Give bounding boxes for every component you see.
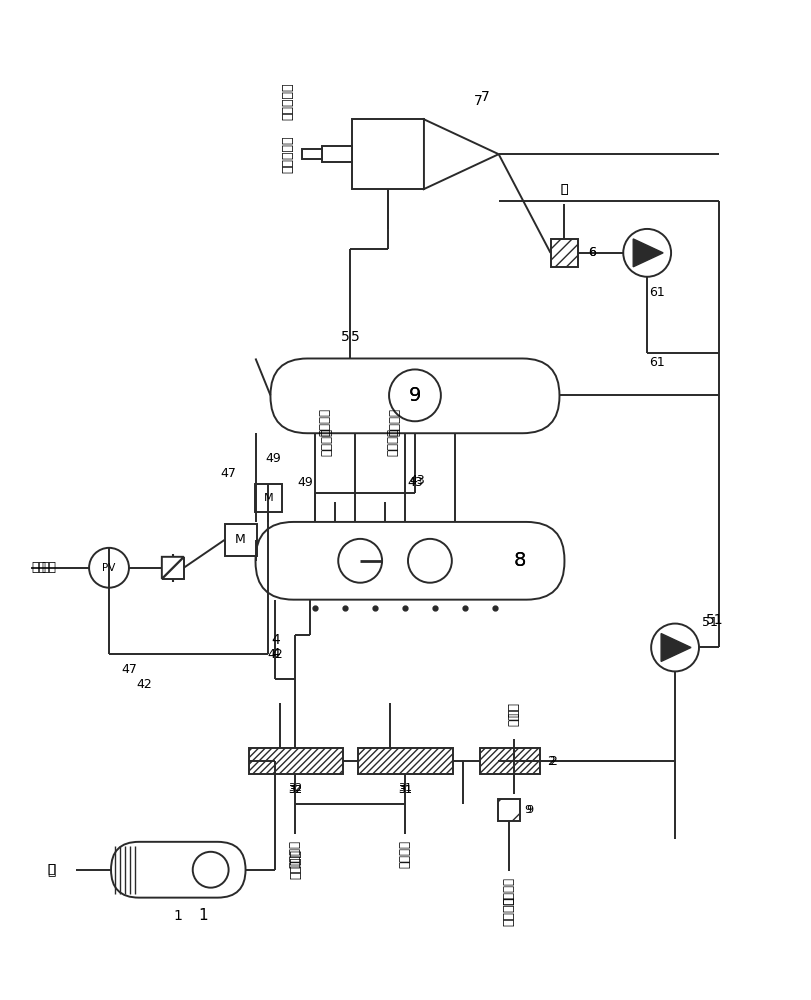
Text: 61: 61	[650, 286, 665, 299]
FancyBboxPatch shape	[270, 358, 560, 433]
Text: 5: 5	[341, 330, 350, 344]
Circle shape	[408, 539, 452, 583]
Text: 47: 47	[221, 467, 237, 480]
Text: 冷却上水: 冷却上水	[289, 849, 302, 879]
Text: 油相混合物: 油相混合物	[281, 135, 294, 173]
Text: 2: 2	[547, 755, 556, 768]
Text: 冷却上水: 冷却上水	[289, 840, 302, 868]
Text: 冷却回水: 冷却回水	[321, 428, 334, 456]
Circle shape	[89, 548, 129, 588]
Text: 32: 32	[289, 783, 303, 793]
Polygon shape	[162, 557, 184, 579]
Bar	[322, 146, 352, 162]
FancyBboxPatch shape	[111, 842, 246, 898]
Circle shape	[651, 624, 699, 671]
Text: 氢气: 氢气	[507, 712, 520, 726]
Polygon shape	[633, 239, 663, 267]
Text: PV: PV	[102, 563, 116, 573]
Bar	[255, 484, 282, 512]
Text: 51: 51	[706, 613, 723, 627]
Text: 8: 8	[513, 551, 526, 570]
Text: M: M	[235, 533, 246, 546]
Text: 氢气: 氢气	[507, 702, 520, 717]
Bar	[498, 799, 520, 821]
Text: 苯: 苯	[48, 863, 55, 876]
Text: M: M	[264, 493, 273, 503]
FancyBboxPatch shape	[255, 522, 564, 600]
Text: 1: 1	[198, 908, 208, 923]
Circle shape	[389, 369, 441, 421]
Text: 9: 9	[409, 386, 421, 405]
Text: 油相混合物: 油相混合物	[281, 83, 294, 120]
Text: 尾气: 尾气	[32, 561, 46, 574]
Text: 冷却回水: 冷却回水	[398, 840, 411, 868]
Bar	[480, 748, 539, 774]
Polygon shape	[424, 119, 499, 189]
Text: 苯: 苯	[47, 863, 55, 877]
Text: 7: 7	[482, 90, 490, 104]
Text: 5: 5	[351, 330, 359, 344]
Text: 冷却回水: 冷却回水	[319, 408, 332, 436]
Text: 6: 6	[589, 246, 596, 259]
Polygon shape	[661, 634, 691, 661]
Text: 4: 4	[271, 647, 280, 661]
Text: 43: 43	[407, 476, 423, 489]
Text: 43: 43	[409, 474, 425, 487]
Text: 尾气: 尾气	[41, 561, 57, 574]
Text: 32: 32	[289, 785, 303, 795]
Bar	[551, 239, 578, 267]
Bar	[352, 119, 424, 189]
Bar	[248, 748, 343, 774]
Text: 7: 7	[474, 94, 483, 108]
Text: 6: 6	[589, 246, 596, 259]
Text: 2: 2	[550, 755, 557, 768]
Text: 1: 1	[174, 909, 182, 923]
Text: 9: 9	[526, 805, 533, 815]
Text: 49: 49	[265, 452, 281, 465]
Bar	[303, 149, 322, 159]
Text: 9: 9	[409, 386, 421, 405]
Text: 31: 31	[398, 785, 412, 795]
Text: 8: 8	[513, 551, 526, 570]
Text: 31: 31	[398, 783, 412, 793]
Circle shape	[338, 539, 382, 583]
Text: 4: 4	[271, 633, 280, 647]
Text: 42: 42	[268, 648, 283, 661]
Circle shape	[623, 229, 671, 277]
Text: 冷却回水: 冷却回水	[502, 896, 515, 926]
Text: 42: 42	[136, 678, 152, 691]
Circle shape	[193, 852, 229, 888]
Text: 冷却上水: 冷却上水	[388, 408, 401, 436]
Bar	[358, 748, 453, 774]
Text: 47: 47	[121, 663, 137, 676]
Text: 冷却回水: 冷却回水	[502, 877, 515, 905]
Text: 61: 61	[650, 356, 665, 369]
Text: 49: 49	[298, 476, 313, 489]
Text: 水: 水	[560, 183, 569, 196]
Text: 31: 31	[398, 785, 412, 795]
Text: 51: 51	[702, 616, 718, 629]
Text: 32: 32	[289, 785, 303, 795]
Text: 9: 9	[524, 805, 531, 815]
Bar	[225, 524, 256, 556]
Text: 水: 水	[560, 183, 569, 196]
Polygon shape	[162, 557, 184, 579]
Text: 冷却上水: 冷却上水	[387, 428, 400, 456]
